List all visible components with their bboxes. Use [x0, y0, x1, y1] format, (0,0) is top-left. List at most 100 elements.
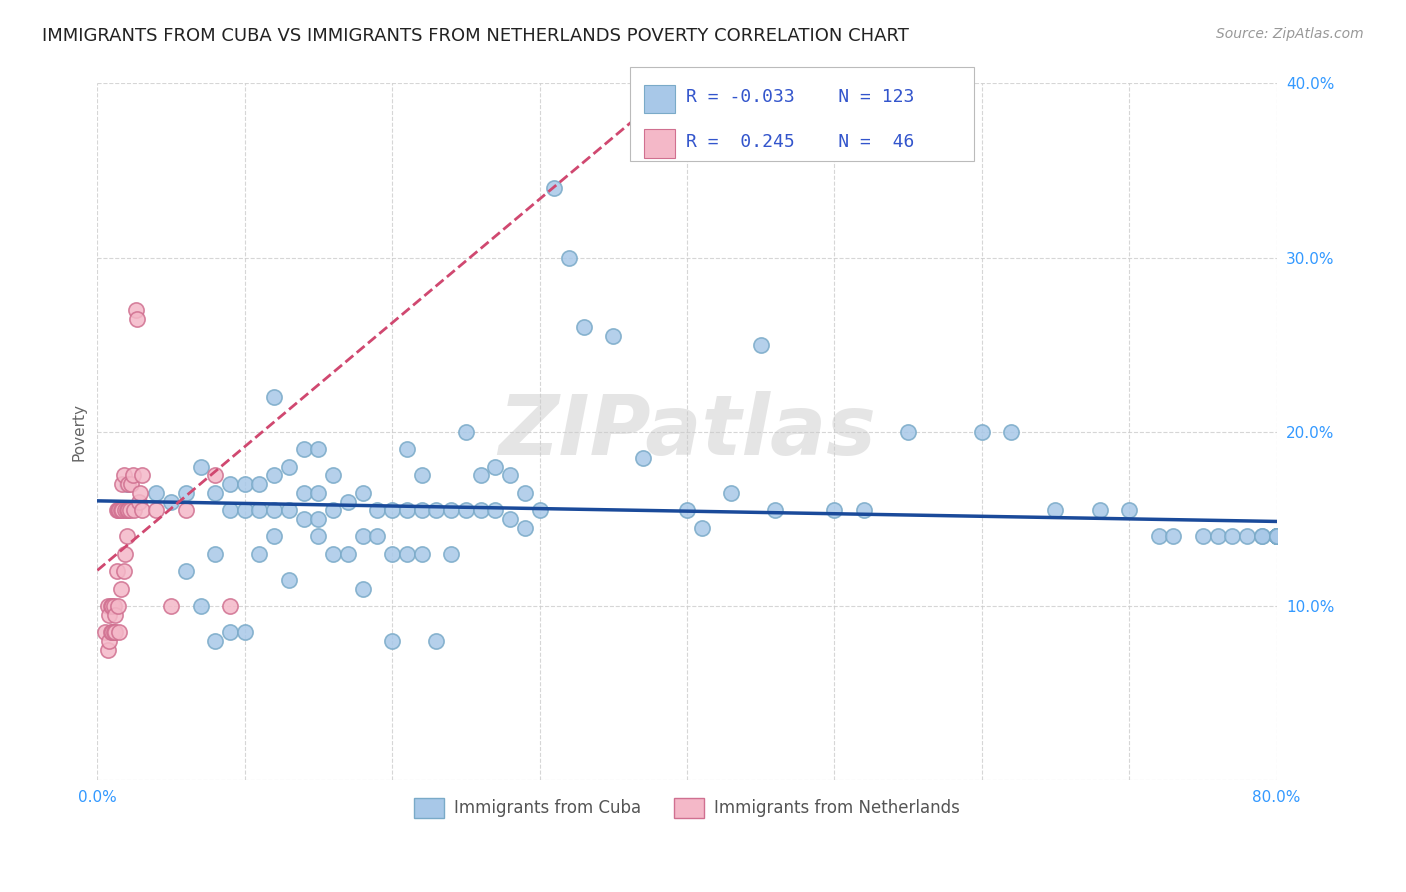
Point — [1045, 503, 1067, 517]
Point — [219, 599, 242, 613]
Point — [381, 634, 404, 648]
Point — [1265, 529, 1288, 543]
Point — [98, 634, 121, 648]
Point — [307, 512, 329, 526]
Point — [111, 477, 134, 491]
Point — [131, 468, 153, 483]
Point — [121, 468, 143, 483]
Point — [499, 468, 522, 483]
Point — [117, 503, 139, 517]
Point — [602, 329, 624, 343]
Point — [1265, 529, 1288, 543]
Point — [118, 503, 141, 517]
Point — [263, 390, 285, 404]
Point — [219, 503, 242, 517]
Point — [572, 320, 595, 334]
Point — [174, 503, 197, 517]
Point — [499, 512, 522, 526]
Point — [110, 503, 132, 517]
Point — [115, 529, 138, 543]
Point — [1265, 529, 1288, 543]
Point — [103, 625, 125, 640]
Point — [104, 625, 127, 640]
Point — [107, 599, 129, 613]
Point — [720, 486, 742, 500]
Point — [263, 468, 285, 483]
Text: ZIPatlas: ZIPatlas — [498, 392, 876, 473]
Point — [145, 486, 167, 500]
Point — [1236, 529, 1258, 543]
Point — [233, 503, 256, 517]
Point — [1265, 529, 1288, 543]
Point — [174, 564, 197, 578]
Point — [1192, 529, 1215, 543]
Point — [336, 547, 359, 561]
Point — [100, 599, 122, 613]
Point — [543, 181, 565, 195]
Point — [1265, 529, 1288, 543]
Point — [1265, 529, 1288, 543]
Point — [381, 547, 404, 561]
Point — [1250, 529, 1272, 543]
Point — [411, 468, 433, 483]
Point — [249, 503, 271, 517]
Point — [322, 503, 344, 517]
Point — [631, 450, 654, 465]
Point — [112, 564, 135, 578]
Point — [204, 468, 226, 483]
Point — [1265, 529, 1288, 543]
Point — [1265, 529, 1288, 543]
Point — [233, 477, 256, 491]
Point — [93, 625, 115, 640]
Point — [127, 311, 149, 326]
Point — [425, 503, 447, 517]
Point — [97, 642, 120, 657]
Point — [484, 459, 506, 474]
Point — [128, 494, 150, 508]
Point — [395, 442, 418, 457]
Point — [160, 494, 183, 508]
Point — [190, 599, 212, 613]
Point — [1265, 529, 1288, 543]
Point — [381, 503, 404, 517]
Text: IMMIGRANTS FROM CUBA VS IMMIGRANTS FROM NETHERLANDS POVERTY CORRELATION CHART: IMMIGRANTS FROM CUBA VS IMMIGRANTS FROM … — [42, 27, 910, 45]
Point — [105, 564, 128, 578]
Point — [484, 503, 506, 517]
Point — [749, 338, 772, 352]
Point — [411, 547, 433, 561]
Point — [897, 425, 920, 439]
Point — [263, 503, 285, 517]
Point — [1265, 529, 1288, 543]
Point — [1250, 529, 1272, 543]
Point — [114, 503, 136, 517]
Y-axis label: Poverty: Poverty — [72, 403, 86, 461]
Point — [129, 486, 152, 500]
Point — [395, 547, 418, 561]
Point — [366, 529, 388, 543]
Point — [690, 521, 713, 535]
Point — [1088, 503, 1111, 517]
Point — [1265, 529, 1288, 543]
Point — [1265, 529, 1288, 543]
Point — [292, 512, 315, 526]
Point — [425, 634, 447, 648]
Point — [115, 503, 138, 517]
Point — [1265, 529, 1288, 543]
Point — [322, 468, 344, 483]
Point — [763, 503, 786, 517]
Point — [1265, 529, 1288, 543]
Point — [1118, 503, 1140, 517]
Point — [204, 486, 226, 500]
Point — [108, 503, 131, 517]
Point — [122, 503, 145, 517]
Point — [292, 486, 315, 500]
Point — [529, 503, 551, 517]
Point — [852, 503, 875, 517]
Point — [1265, 529, 1288, 543]
Point — [292, 442, 315, 457]
Point — [1000, 425, 1022, 439]
Point — [1265, 529, 1288, 543]
Point — [278, 503, 301, 517]
Point — [110, 582, 132, 596]
Point — [124, 302, 146, 317]
